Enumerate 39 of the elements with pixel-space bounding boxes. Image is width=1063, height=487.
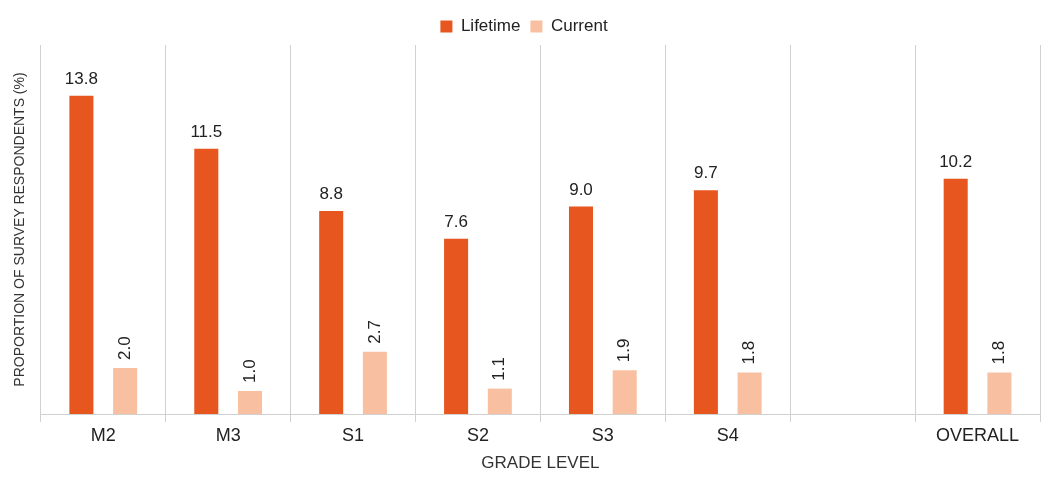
bar — [194, 148, 219, 414]
bar — [568, 206, 594, 414]
y-axis-title: PROPORTION OF SURVEY RESPONDENTS (%) — [11, 72, 28, 387]
data-label: 11.5 — [190, 121, 223, 141]
bar — [693, 190, 718, 414]
x-tick-label: S1 — [342, 424, 365, 445]
bar — [487, 388, 512, 414]
data-label: 7.6 — [444, 211, 468, 231]
bar — [237, 390, 263, 414]
bar — [987, 372, 1012, 414]
data-label: 1.0 — [239, 359, 259, 383]
data-label: 1.8 — [739, 340, 759, 365]
data-label: 2.0 — [114, 336, 134, 360]
data-label: 1.8 — [989, 340, 1009, 365]
data-label: 2.7 — [364, 320, 384, 344]
x-axis-title: GRADE LEVEL — [481, 453, 600, 473]
legend-label: Lifetime — [460, 16, 521, 36]
bar — [113, 367, 138, 414]
data-label: 10.2 — [939, 151, 973, 171]
legend-label: Current — [550, 16, 608, 36]
x-tick-label: M2 — [90, 424, 116, 445]
bar — [943, 178, 968, 414]
bar — [612, 370, 637, 414]
data-label: 13.8 — [64, 68, 98, 88]
x-tick-label: S3 — [591, 424, 614, 445]
bar — [69, 95, 94, 414]
data-label: 1.1 — [489, 356, 509, 381]
data-label: 9.7 — [694, 163, 718, 183]
data-label: 9.0 — [569, 179, 593, 199]
bar — [444, 238, 469, 414]
bar — [362, 351, 387, 414]
data-label: 1.9 — [614, 338, 634, 363]
bar — [737, 372, 762, 414]
bar — [319, 211, 344, 414]
x-tick-label: OVERALL — [936, 424, 1020, 445]
data-label: 8.8 — [319, 184, 344, 204]
x-tick-label: M3 — [215, 424, 241, 445]
x-tick-label: S4 — [716, 424, 739, 445]
x-tick-label: S2 — [466, 424, 489, 445]
